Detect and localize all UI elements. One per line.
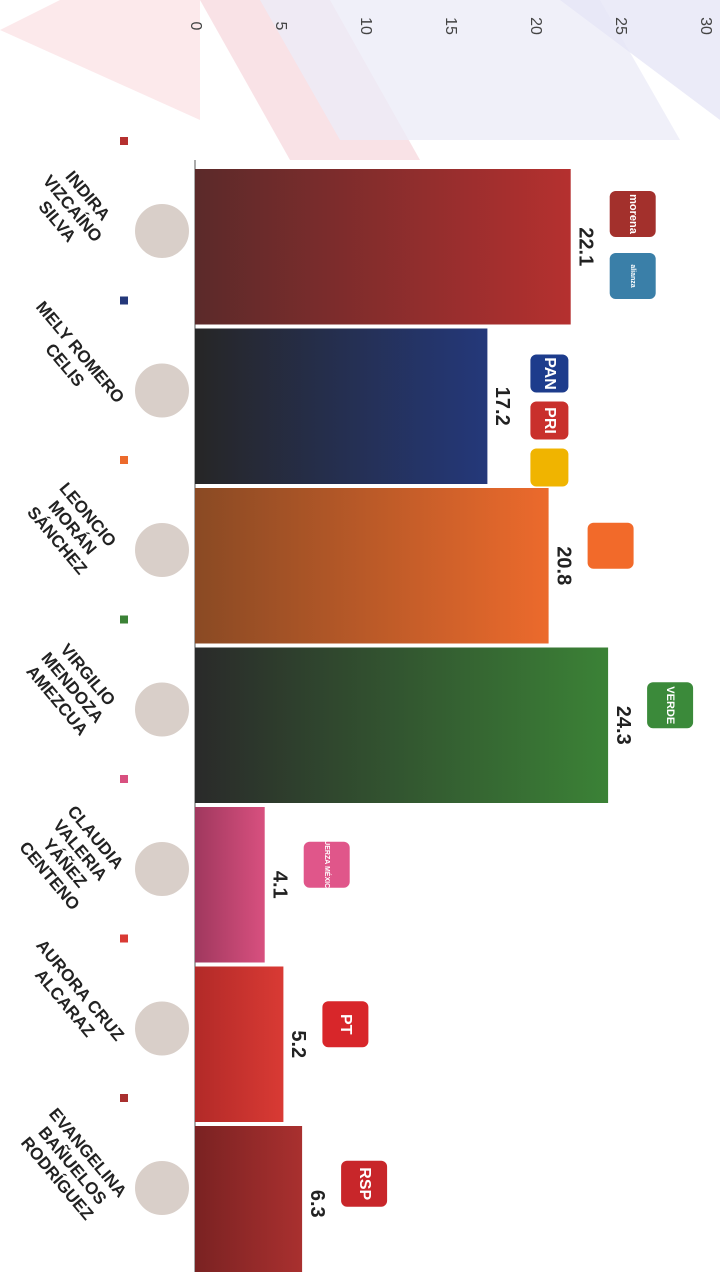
party-logo xyxy=(303,841,350,888)
party-logo xyxy=(647,682,694,729)
background-decoration xyxy=(0,0,720,160)
marker xyxy=(120,1094,128,1102)
bar xyxy=(195,647,609,803)
candidate-photo xyxy=(133,999,191,1058)
candidate-photo xyxy=(133,680,191,739)
party-logo xyxy=(322,1001,369,1048)
marker xyxy=(120,296,128,305)
x-tick-label: 0 xyxy=(187,22,204,31)
x-tick-label: 5 xyxy=(272,22,289,31)
value-label: 17.2 xyxy=(491,387,513,426)
marker xyxy=(120,775,128,783)
candidate-photo xyxy=(133,521,191,579)
party-logo xyxy=(609,191,656,237)
party-logo xyxy=(587,522,634,569)
value-label: 22.1 xyxy=(574,227,596,266)
marker xyxy=(120,456,128,464)
value-label: 6.3 xyxy=(306,1190,328,1218)
bar xyxy=(195,807,265,963)
bar xyxy=(195,488,549,644)
value-label: 20.8 xyxy=(552,546,574,585)
x-tick-label: 10 xyxy=(357,17,374,35)
marker xyxy=(120,615,128,624)
x-tick-label: 25 xyxy=(612,17,629,35)
x-tick-label: 15 xyxy=(442,17,459,35)
value-label: 4.1 xyxy=(268,871,290,899)
bar xyxy=(195,1126,303,1272)
party-logo-label: FUERZA MÉXICO xyxy=(323,836,332,894)
bar xyxy=(195,966,284,1122)
party-logo xyxy=(609,253,656,299)
party-logo-label: PT xyxy=(337,1014,354,1035)
party-logo-label: RSP xyxy=(356,1167,373,1200)
candidate-photo xyxy=(133,361,191,420)
party-logo-label: VERDE xyxy=(664,686,676,724)
value-label: 5.2 xyxy=(287,1030,309,1058)
party-logo-label: alianza xyxy=(629,264,636,287)
party-logo xyxy=(341,1160,388,1207)
bar xyxy=(195,169,571,325)
party-logo-label: PRI xyxy=(541,407,558,434)
party-logo xyxy=(530,401,569,440)
candidate-photo xyxy=(133,202,191,260)
party-logo xyxy=(530,354,569,393)
party-logo-label: morena xyxy=(627,194,639,235)
candidate-photo xyxy=(133,1159,191,1217)
x-tick-label: 20 xyxy=(527,17,544,35)
marker xyxy=(120,137,128,145)
party-logo xyxy=(530,448,569,487)
party-logo-label: PAN xyxy=(541,357,558,390)
marker xyxy=(120,934,128,943)
x-tick-label: 30 xyxy=(697,17,714,35)
bar xyxy=(195,328,488,484)
candidate-photo xyxy=(133,840,191,898)
value-label: 24.3 xyxy=(612,706,634,745)
